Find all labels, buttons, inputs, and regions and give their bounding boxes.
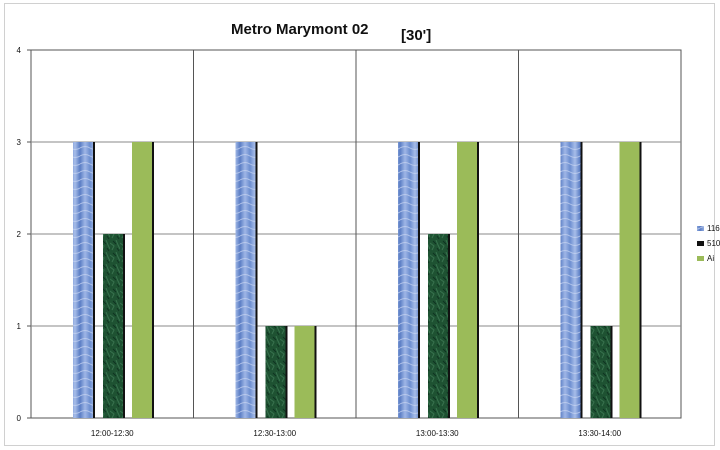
y-tick-label: 0: [17, 414, 22, 423]
bar-Ai-12:30-13:00: [294, 326, 315, 418]
bar-510-12:30-13:00: [265, 326, 286, 418]
bar-Ai-13:30-14:00: [619, 142, 640, 418]
bar-Ai-13:00-13:30: [457, 142, 477, 418]
axes: 0 1 2 3 4 12:00-12:30 12:30-13:00 13:00-13:30 13…: [17, 46, 622, 438]
bar-Ai-12:00-12:30: [132, 142, 152, 418]
grid: [30, 49, 682, 419]
y-tick-label: 3: [17, 138, 22, 147]
bar-510-13:00-13:30: [428, 234, 448, 418]
bars: [73, 142, 642, 418]
x-tick-label: 12:00-12:30: [91, 429, 134, 438]
x-tick-label: 12:30-13:00: [253, 429, 296, 438]
chart-subtitle: [30']: [401, 27, 431, 44]
y-tick-label: 2: [17, 230, 22, 239]
legend-label-510: 510: [707, 239, 720, 248]
x-tick-label: 13:30-14:00: [578, 429, 621, 438]
y-tick-label: 1: [17, 322, 22, 331]
bar-116-12:00-12:30: [73, 142, 93, 418]
legend-label-Ai: Ai: [707, 254, 714, 263]
bar-116-13:30-14:00: [560, 142, 581, 418]
legend: 116 510 Ai: [697, 224, 720, 263]
bar-116-13:00-13:30: [398, 142, 418, 418]
x-tick-label: 13:00-13:30: [416, 429, 459, 438]
legend-swatch-510: [697, 241, 704, 246]
bar-116-12:30-13:00: [235, 142, 256, 418]
y-tick-label: 4: [17, 46, 22, 55]
bar-510-12:00-12:30: [103, 234, 123, 418]
legend-label-116: 116: [707, 224, 720, 233]
legend-swatch-116: [697, 226, 704, 231]
chart-title: Metro Marymont 02: [231, 21, 369, 38]
legend-swatch-Ai: [697, 256, 704, 261]
bar-510-13:30-14:00: [590, 326, 611, 418]
